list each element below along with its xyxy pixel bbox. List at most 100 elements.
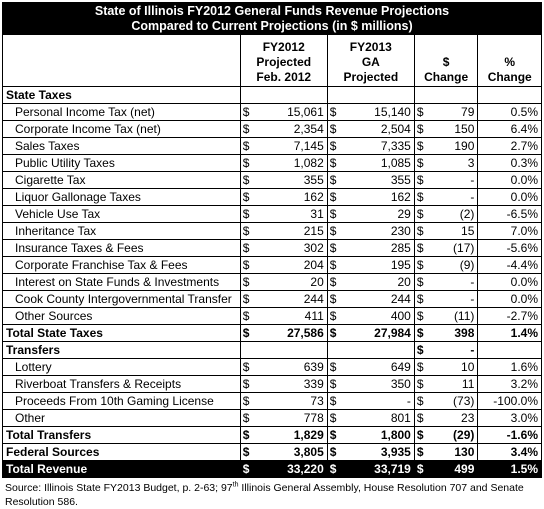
section-label: State Taxes [2,86,241,104]
currency-symbol: $ [326,171,342,189]
fy2013-value: 285 [341,239,415,257]
row-label: Cigarette Tax [2,171,241,189]
row-label: Inheritance Tax [2,222,241,240]
row-label: Personal Income Tax (net) [2,103,241,121]
fy2012-value: 33,220 [254,460,328,478]
currency-symbol: $ [413,460,429,478]
currency-symbol: $ [239,443,255,461]
currency-symbol: $ [413,290,429,308]
row-label: Lottery [2,358,241,376]
title-line-1: State of Illinois FY2012 General Funds R… [94,4,450,18]
blank-cell [326,341,342,359]
dollar-change-value: 79 [428,103,479,121]
currency-symbol: $ [413,392,429,410]
fy2013-value: 20 [341,273,415,291]
row-label: Vehicle Use Tax [2,205,241,223]
fy2012-value: 1,829 [254,426,328,444]
blank-cell [254,341,328,359]
currency-symbol: $ [239,290,255,308]
fy2012-value: 20 [254,273,328,291]
header-fy2012-line-1: FY2012 [262,40,305,54]
transfer-row: Proceeds From 10th Gaming License $73 $ - $(… [2,392,542,410]
currency-symbol: $ [326,120,342,138]
currency-symbol: $ [239,392,255,410]
header-label-cell [2,34,241,87]
percent-change-value: -2.7% [477,307,542,325]
currency-symbol: $ [413,409,429,427]
currency-symbol: $ [413,256,429,274]
federal-sources-row: Federal Sources $3,805 $3,935 $130 3.4% [2,443,542,461]
currency-symbol: $ [413,120,429,138]
currency-symbol: $ [326,137,342,155]
percent-change-value: 0.0% [477,290,542,308]
state-tax-row: Interest on State Funds & Investments $20… [2,273,542,291]
fy2012-value: 215 [254,222,328,240]
header-percent-change: % Change [477,34,542,87]
row-label: Corporate Franchise Tax & Fees [2,256,241,274]
dollar-change-value: 11 [428,375,479,393]
dollar-change-value: - [428,188,479,206]
dollar-change-value: 398 [428,324,479,342]
currency-symbol: $ [239,358,255,376]
state-tax-row: Liquor Gallonage Taxes $162 $162 $ -0.0% [2,188,542,206]
blank-cell [239,341,255,359]
percent-change-value: 3.2% [477,375,542,393]
blank-cell [477,86,542,104]
blank-cell [254,86,328,104]
fy2013-value: 230 [341,222,415,240]
blank-cell [341,341,415,359]
fy2013-value: 3,935 [341,443,415,461]
dollar-change-value: (17) [428,239,479,257]
fy2012-value: 339 [254,375,328,393]
section-transfers: Transfers $ - [2,341,542,359]
dollar-change-value: 499 [428,460,479,478]
header-fy2013-line-3: Projected [343,70,399,84]
currency-symbol: $ [326,188,342,206]
fy2013-value: 162 [341,188,415,206]
currency-symbol: $ [239,137,255,155]
currency-symbol: $ [239,103,255,121]
currency-symbol: $ [413,222,429,240]
currency-symbol: $ [326,443,342,461]
currency-symbol: $ [413,341,429,359]
fy2013-value: 29 [341,205,415,223]
fy2013-value: 7,335 [341,137,415,155]
percent-change-value: 0.0% [477,188,542,206]
fy2012-value: 355 [254,171,328,189]
dollar-change-value: (2) [428,205,479,223]
fy2013-value: 2,504 [341,120,415,138]
dollar-change-value: (9) [428,256,479,274]
fy2012-value: 639 [254,358,328,376]
transfer-row: Riverboat Transfers & Receipts $339 $350 $1… [2,375,542,393]
dollar-change-value: 3 [428,154,479,172]
currency-symbol: $ [413,103,429,121]
blank-cell [326,86,342,104]
currency-symbol: $ [326,103,342,121]
currency-symbol: $ [413,307,429,325]
fy2013-value: 27,984 [341,324,415,342]
percent-change-value: 1.5% [477,460,542,478]
section-label: Transfers [2,341,241,359]
transfer-row: Lottery $639 $649 $10 1.6% [2,358,542,376]
currency-symbol: $ [239,273,255,291]
header-fy2013-line-2: GA [361,55,380,69]
dollar-change-value: (73) [428,392,479,410]
table-body: FY2012 Projected Feb. 2012 FY2013 GA Pro… [2,34,542,478]
fy2012-value: 27,586 [254,324,328,342]
row-label: Total State Taxes [2,324,241,342]
fy2012-value: 778 [254,409,328,427]
currency-symbol: $ [326,324,342,342]
dollar-change-value: - [428,290,479,308]
fy2012-value: 162 [254,188,328,206]
row-label: Total Revenue [2,460,241,478]
header-fy2012-line-3: Feb. 2012 [256,70,312,84]
fy2012-value: 1,082 [254,154,328,172]
row-label: Liquor Gallonage Taxes [2,188,241,206]
dollar-change-value: (29) [428,426,479,444]
header-percent-change-line-1: % [504,55,516,69]
dollar-change-value: (11) [428,307,479,325]
blank-cell [239,86,255,104]
state-tax-row: Personal Income Tax (net) $15,061 $15,140 $… [2,103,542,121]
state-tax-row: Sales Taxes $7,145 $7,335 $190 2.7% [2,137,542,155]
currency-symbol: $ [413,426,429,444]
